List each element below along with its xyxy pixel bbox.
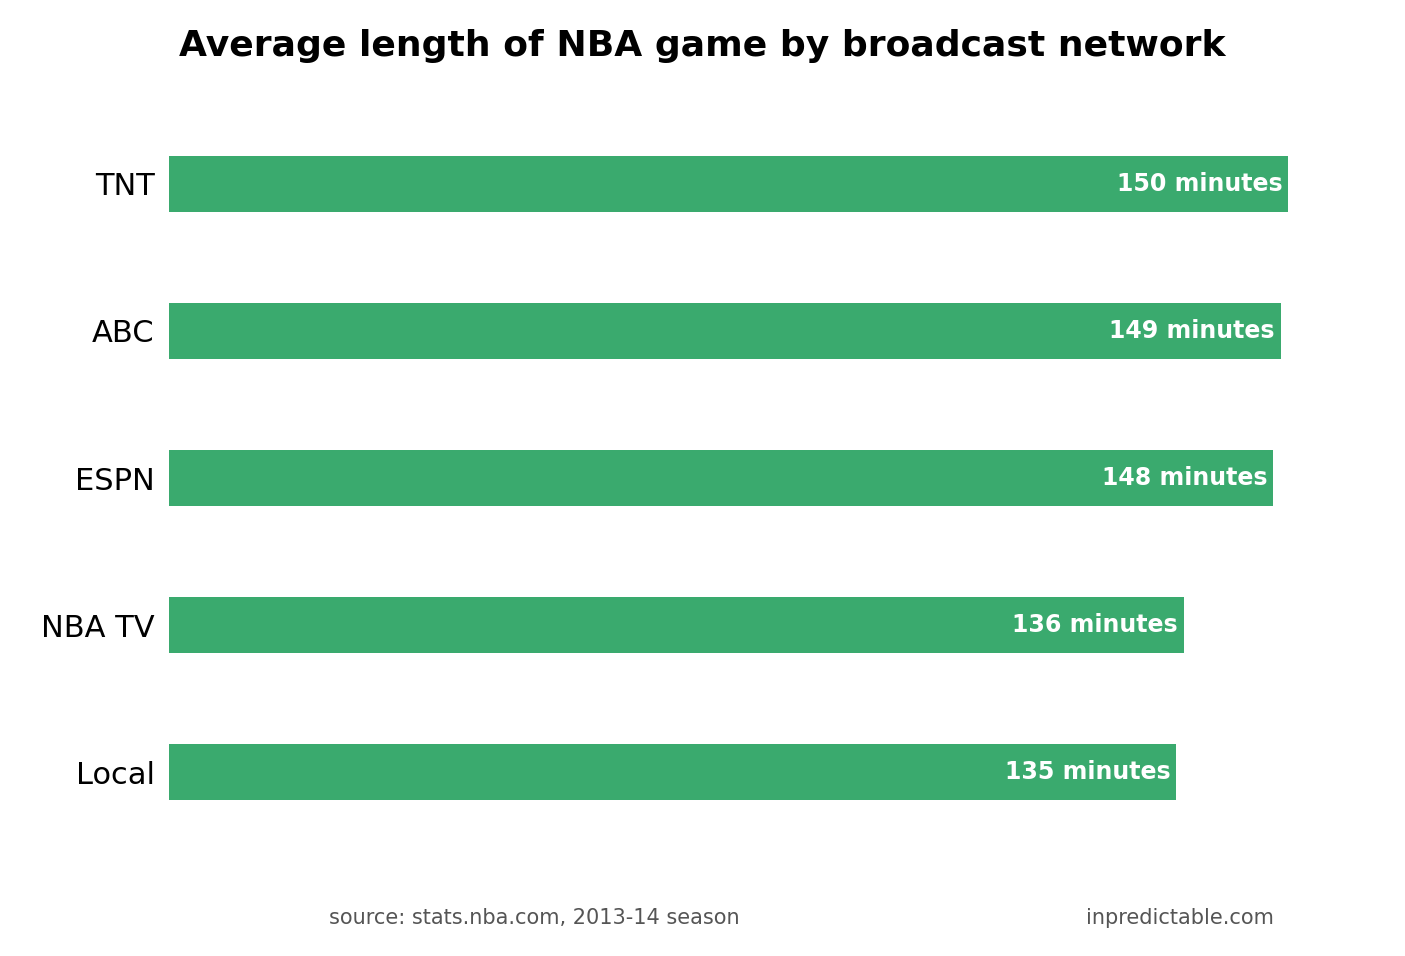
Text: Average length of NBA game by broadcast network: Average length of NBA game by broadcast …	[180, 29, 1225, 63]
Bar	[169, 744, 1176, 800]
Text: inpredictable.com: inpredictable.com	[1086, 908, 1274, 927]
Text: 148 minutes: 148 minutes	[1102, 466, 1267, 490]
Bar	[169, 450, 1273, 506]
Bar	[169, 598, 1184, 653]
Text: 135 minutes: 135 minutes	[1005, 760, 1170, 784]
Text: source: stats.nba.com, 2013-14 season: source: stats.nba.com, 2013-14 season	[329, 908, 739, 927]
Text: 149 minutes: 149 minutes	[1110, 319, 1274, 343]
Text: 150 minutes: 150 minutes	[1117, 172, 1283, 196]
Bar	[169, 303, 1281, 358]
Bar	[169, 156, 1288, 212]
Text: 136 minutes: 136 minutes	[1012, 613, 1177, 637]
